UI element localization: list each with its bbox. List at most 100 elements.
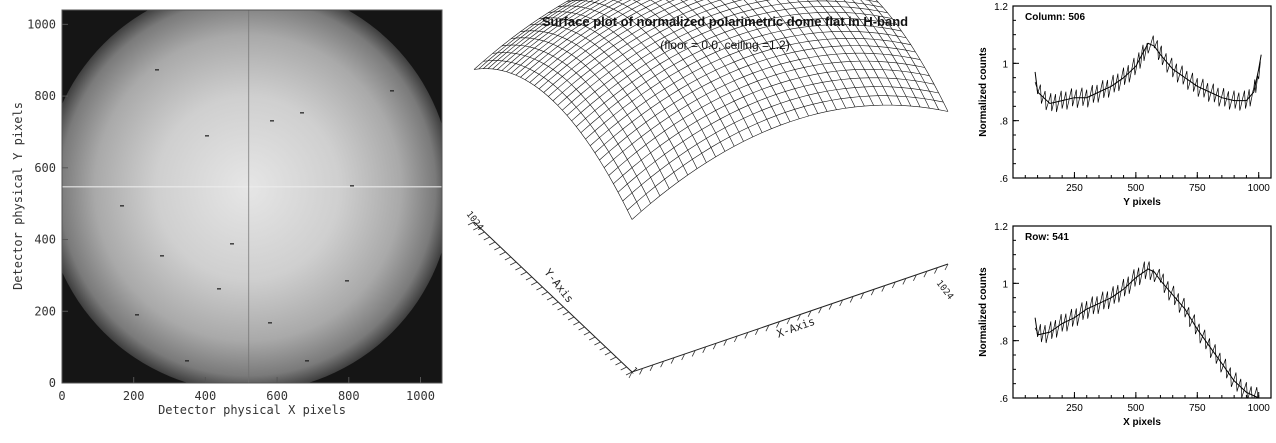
dust-speck <box>120 205 124 207</box>
profile-plots-panel: 250 500 750 1000 1.2 1 .8 .6 Column: 506 Y pixels… <box>975 0 1276 438</box>
surface-x-tick <box>649 364 654 371</box>
surface-x-tick <box>744 332 749 339</box>
detector-x-axis-label: Detector physical X pixels <box>158 403 346 417</box>
surface-mesh-line <box>743 0 819 114</box>
surface-x-tick <box>733 335 738 343</box>
profile-x-tick-label: 750 <box>1189 403 1206 414</box>
flat-field-aperture <box>62 10 442 383</box>
surface-mesh-line <box>825 0 893 106</box>
detector-y-axis-label: Detector physical Y pixels <box>11 102 25 290</box>
surface-y-tick <box>610 356 617 361</box>
surface-mesh-line <box>731 0 809 117</box>
surface-mesh-line <box>510 0 615 74</box>
detector-x-tick-label: 600 <box>266 389 288 403</box>
surface-mesh-line <box>501 44 661 197</box>
surface-mesh-line <box>520 30 679 182</box>
profile-x-tick-label: 750 <box>1189 183 1206 194</box>
detector-y-tick-label: 600 <box>34 161 56 175</box>
surface-x-tick <box>934 267 938 274</box>
profile-y-axis-label: Normalized counts <box>978 267 989 357</box>
surface-y-tick <box>488 241 496 246</box>
surface-x-tick <box>712 343 717 350</box>
profile-y-tick-label: .6 <box>1000 394 1009 405</box>
surface-mesh-line <box>538 0 675 90</box>
profile-plots-chart: 250 500 750 1000 1.2 1 .8 .6 Column: 506 Y pixels… <box>978 2 1272 428</box>
surface-y-tick <box>509 261 517 266</box>
profile-series-noise <box>1034 35 1261 113</box>
surface-y-tick <box>515 266 522 271</box>
surface-y-tick <box>578 326 585 331</box>
profile-x-axis-label: X pixels <box>1123 417 1161 428</box>
surface-mesh-line <box>520 0 632 78</box>
surface-mesh-line <box>529 0 651 83</box>
surface-mesh-line <box>483 0 578 69</box>
surface-mesh-line <box>631 104 949 220</box>
surface-mesh-line <box>766 0 837 110</box>
surface-y-tick <box>625 371 633 376</box>
surface-y-tick <box>620 366 627 371</box>
profile-frame <box>1012 225 1272 399</box>
detector-image-chart: 0 200 400 600 800 1000 0 200 400 600 800 1000 Detec… <box>11 9 443 417</box>
profile-x-tick-label: 500 <box>1128 183 1145 194</box>
surface-mesh-line <box>776 0 847 109</box>
surface-mesh-line <box>473 0 571 70</box>
surface-mesh-line <box>868 0 939 110</box>
surface-x-tick <box>660 361 664 368</box>
surface-x-tick <box>891 281 896 289</box>
detector-x-tick-label: 200 <box>123 389 145 403</box>
surface-plot-panel: Surface plot of normalized polarimetric … <box>450 0 980 438</box>
profile-series-noise <box>1034 261 1259 399</box>
dust-speck <box>160 255 164 257</box>
surface-x-tick <box>702 346 707 353</box>
surface-mesh-line <box>487 0 583 69</box>
surface-x-tick <box>776 321 780 328</box>
dust-speck <box>155 69 159 71</box>
surface-base-plane <box>467 221 949 379</box>
surface-x-tick <box>797 314 801 321</box>
surface-mesh-line <box>534 0 663 86</box>
surface-y-tick <box>599 346 606 351</box>
surface-x-tick <box>639 368 643 375</box>
dust-speck <box>217 288 221 290</box>
surface-x-tick <box>913 274 917 281</box>
detector-y-tick-label: 800 <box>34 89 56 103</box>
surface-x-tick <box>628 371 633 379</box>
profile-y-tick-label: 1.2 <box>994 2 1008 13</box>
surface-x-tick <box>723 339 728 346</box>
surface-y-tick <box>567 316 575 321</box>
surface-x-tick <box>860 292 865 299</box>
surface-y-tick <box>499 251 506 256</box>
surface-mesh-line <box>497 0 594 70</box>
surface-x-tick <box>755 328 759 335</box>
profile-y-axis-label: Normalized counts <box>978 47 989 137</box>
surface-x-tick <box>786 317 791 325</box>
dust-speck <box>268 322 272 324</box>
surface-mesh-line <box>755 0 828 112</box>
surface-y-tick <box>588 336 596 341</box>
surface-x-tick <box>818 307 822 314</box>
surface-x-tick <box>839 299 844 307</box>
dust-speck <box>350 185 354 187</box>
profile-annotation: Row: 541 <box>1025 232 1069 243</box>
surface-x-tick <box>849 296 854 303</box>
surface-y-tick <box>562 311 569 316</box>
profile-annotation: Column: 506 <box>1025 12 1085 23</box>
surface-y-tick <box>494 246 501 251</box>
profile-x-axis-label: Y pixels <box>1123 197 1161 208</box>
column-profile-plot: 250 500 750 1000 1.2 1 .8 .6 Column: 506 Y pixels… <box>978 2 1272 208</box>
surface-x-tick <box>828 303 833 310</box>
surface-mesh-line <box>552 0 722 101</box>
profile-frame <box>1012 5 1272 179</box>
dust-speck <box>390 90 394 92</box>
surface-mesh-line <box>807 0 874 106</box>
detector-row-seam <box>62 186 442 188</box>
surface-y-tick <box>525 276 533 281</box>
detector-y-tick-label: 400 <box>34 233 56 247</box>
surface-mesh-line <box>860 0 930 109</box>
surface-mesh-line <box>852 0 921 108</box>
surface-y-tick <box>615 361 622 366</box>
profile-y-tick-label: .6 <box>1000 174 1009 185</box>
profile-y-tick-label: 1 <box>1002 279 1008 290</box>
surface-x-range-end: 1024 <box>934 279 955 302</box>
surface-y-range-start: 1 <box>628 366 639 376</box>
